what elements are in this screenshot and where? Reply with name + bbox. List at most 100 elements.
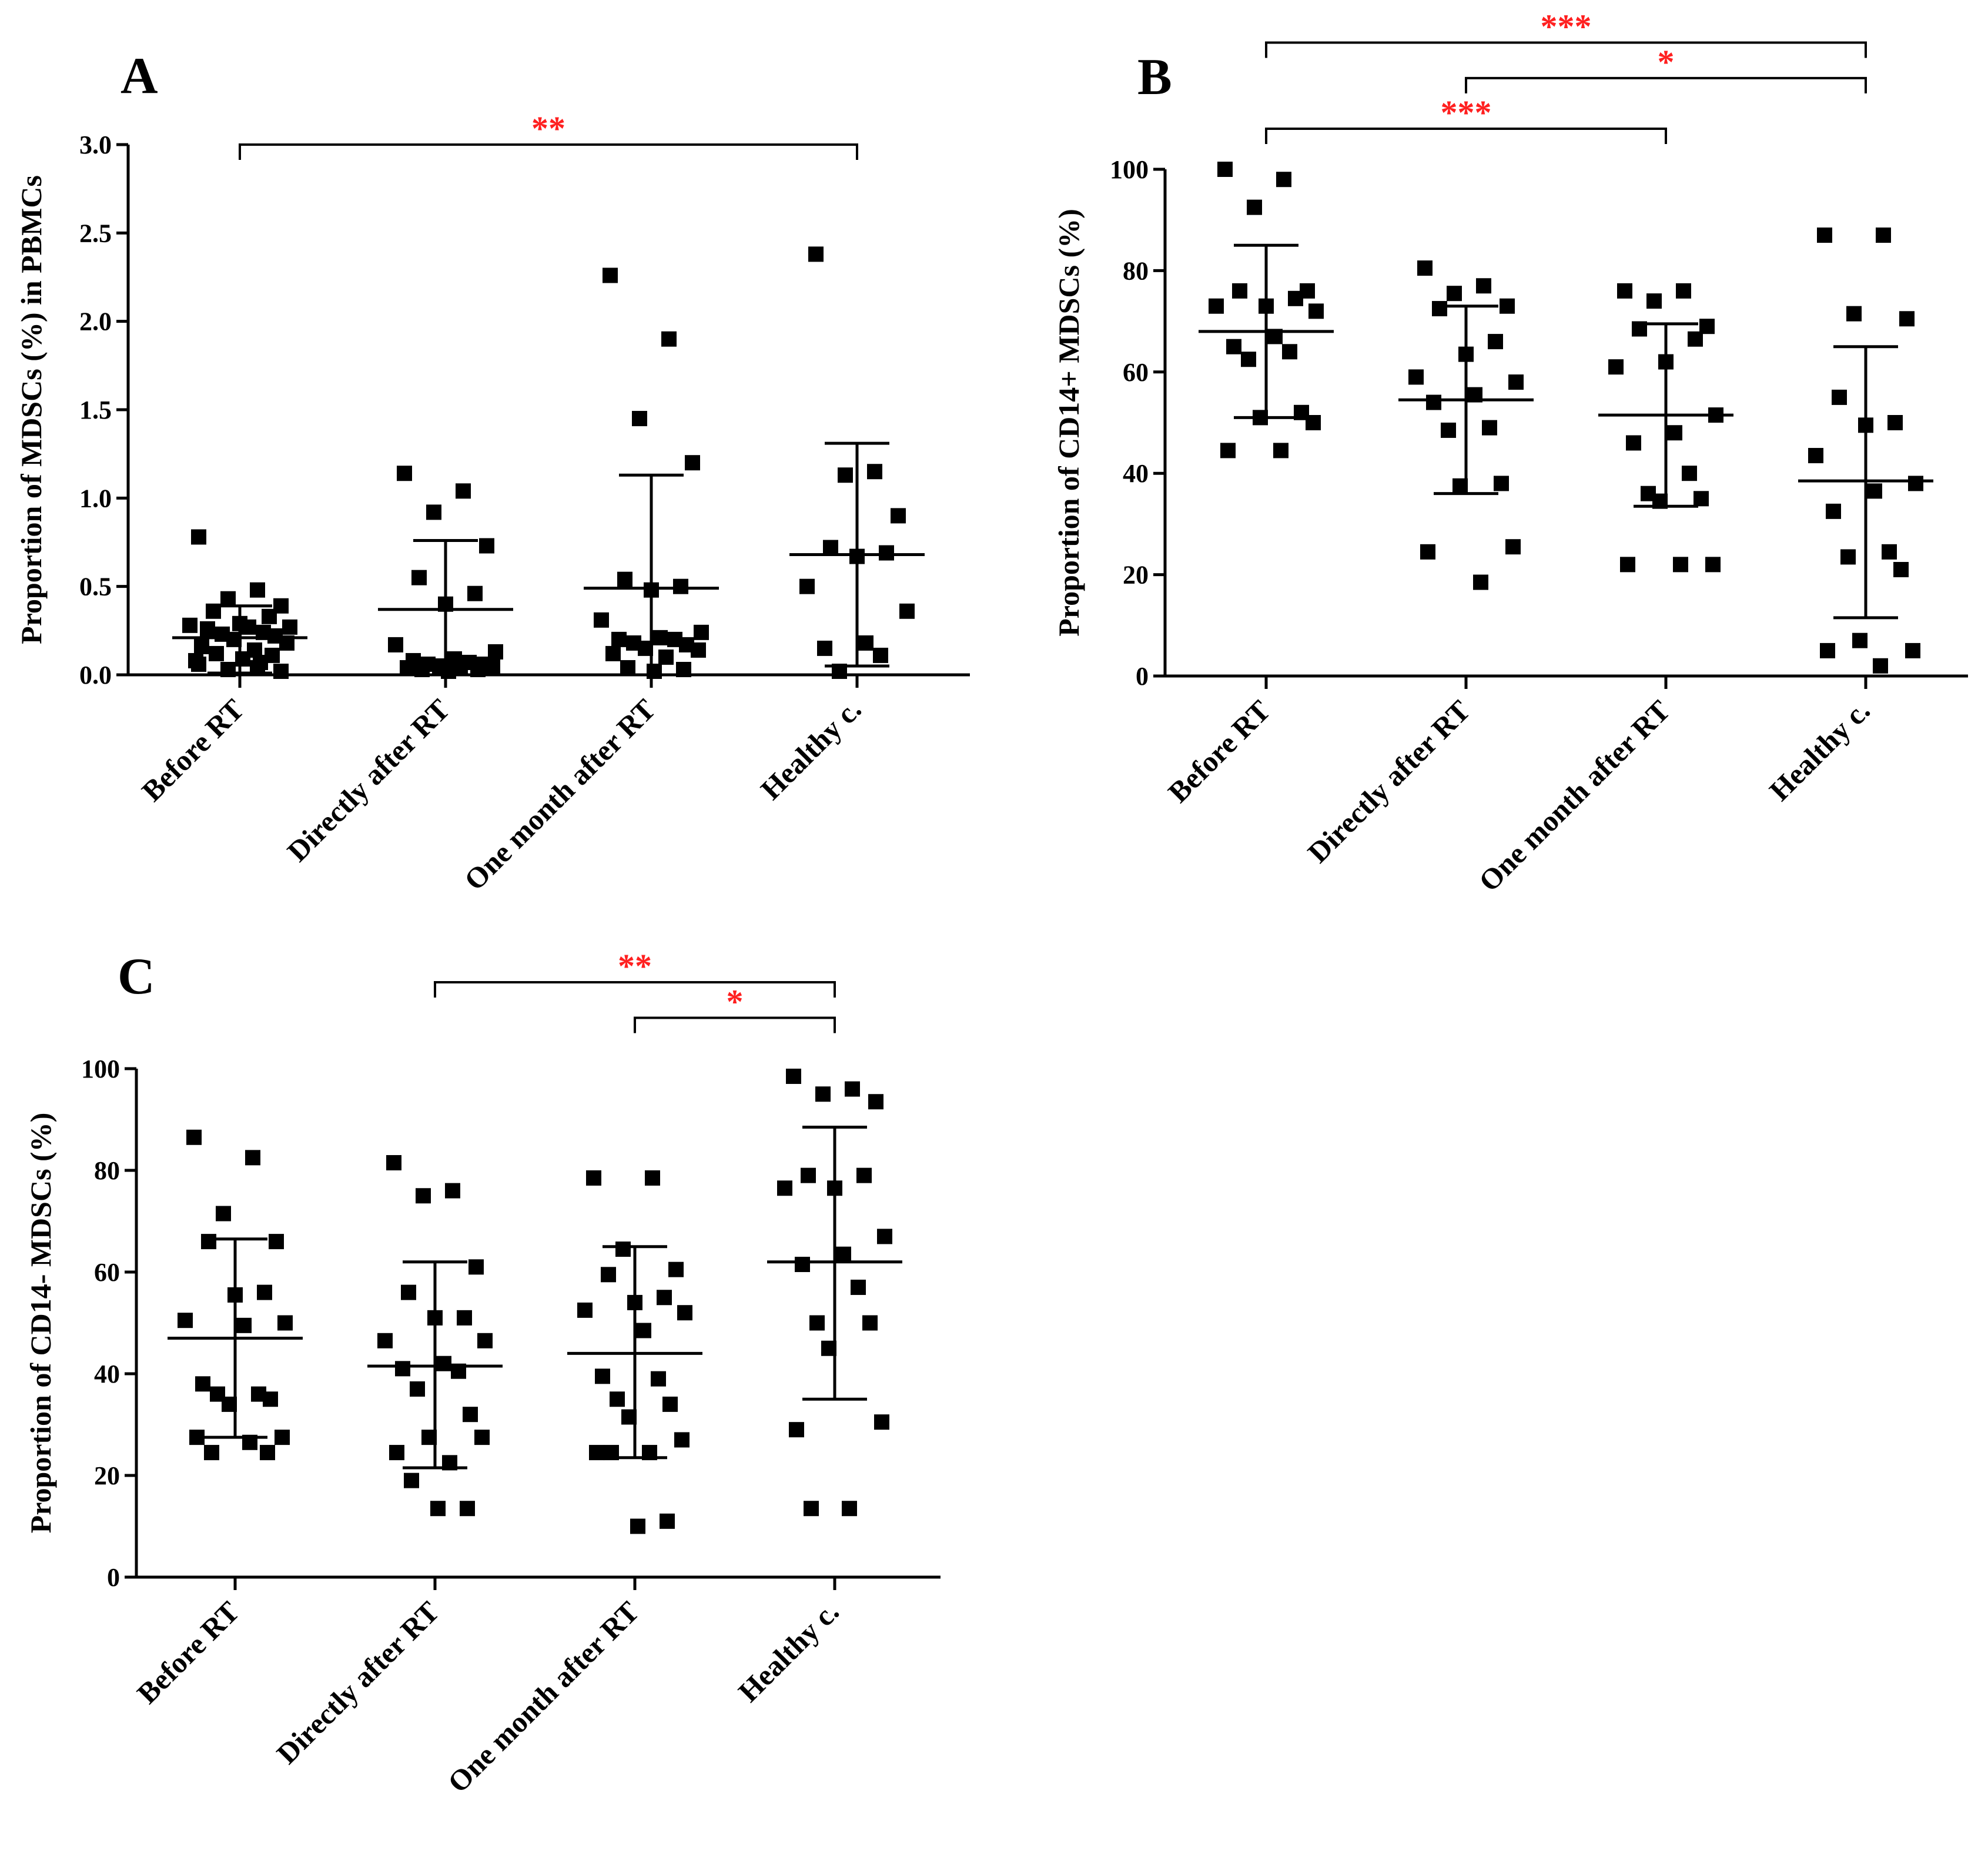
data-point	[674, 1432, 690, 1448]
category-label: Before RT	[130, 1595, 246, 1710]
data-point	[411, 570, 427, 585]
data-point	[245, 1150, 260, 1166]
data-point	[457, 1310, 472, 1326]
data-point	[250, 582, 265, 598]
data-point	[617, 571, 632, 587]
data-point	[1646, 293, 1662, 309]
y-tick-label: 80	[1123, 256, 1149, 285]
data-point	[467, 585, 483, 601]
data-point	[817, 640, 832, 656]
category-label: One month after RT	[458, 692, 662, 896]
data-point	[189, 1430, 205, 1445]
data-point	[620, 660, 635, 675]
data-point	[691, 642, 706, 658]
data-point	[191, 656, 206, 672]
category-label: Healthy c.	[732, 1595, 845, 1708]
data-point	[386, 1155, 401, 1171]
data-point	[1441, 422, 1456, 438]
data-point	[201, 1234, 216, 1250]
data-point	[485, 658, 500, 674]
data-point	[377, 1333, 393, 1348]
data-point	[662, 1396, 678, 1412]
data-point	[395, 1361, 410, 1377]
data-point	[851, 1279, 866, 1295]
series-group	[767, 1068, 902, 1517]
data-point	[636, 1323, 651, 1338]
panel-letter: A	[121, 48, 158, 105]
data-point	[874, 1414, 889, 1430]
data-point	[1217, 162, 1233, 177]
data-point	[1620, 557, 1635, 573]
data-point	[815, 1086, 831, 1102]
data-point	[1852, 632, 1867, 648]
data-point	[1876, 227, 1891, 243]
data-point	[388, 637, 403, 652]
significance-bracket	[1265, 128, 1667, 145]
data-point	[661, 331, 677, 347]
data-point	[1705, 557, 1721, 573]
data-point	[1273, 443, 1288, 459]
data-point	[879, 545, 894, 561]
significance-label: *	[727, 983, 744, 1021]
data-point	[652, 630, 668, 645]
data-point	[603, 267, 618, 283]
y-tick-label: 20	[94, 1461, 120, 1490]
data-point	[186, 1129, 202, 1145]
y-tick-label: 0	[107, 1563, 120, 1592]
data-point	[1817, 227, 1832, 243]
data-point	[479, 538, 494, 554]
y-tick-label: 60	[1123, 358, 1149, 387]
data-point	[1608, 359, 1624, 375]
y-tick-label: 0	[1136, 662, 1149, 691]
y-tick-label: 0.0	[79, 661, 112, 690]
category-label: Before RT	[135, 692, 250, 808]
data-point	[216, 1206, 231, 1222]
data-point	[1826, 503, 1841, 519]
y-tick-label: 3.0	[79, 130, 112, 159]
data-point	[615, 1241, 631, 1257]
data-point	[632, 411, 647, 427]
data-point	[263, 1391, 278, 1407]
data-point	[799, 578, 815, 594]
data-point	[1432, 301, 1447, 317]
data-point	[488, 644, 503, 660]
series-group	[584, 267, 719, 679]
series-group	[1199, 162, 1334, 459]
data-point	[463, 1407, 478, 1423]
data-point	[1673, 557, 1688, 573]
y-tick-label: 40	[1123, 459, 1149, 488]
significance-bracket	[239, 143, 858, 160]
data-point	[809, 1315, 825, 1331]
data-point	[194, 638, 209, 654]
data-point	[1846, 306, 1862, 322]
data-point	[273, 663, 289, 679]
data-point	[1887, 415, 1903, 430]
data-point	[1873, 658, 1888, 674]
data-point	[1488, 334, 1503, 350]
y-tick-label: 2.0	[79, 307, 112, 336]
data-point	[241, 619, 256, 635]
significance-label: **	[618, 947, 652, 985]
data-point	[899, 603, 915, 619]
data-point	[1905, 642, 1920, 658]
data-point	[868, 1094, 883, 1110]
series-group	[367, 1155, 503, 1517]
data-point	[1508, 374, 1524, 390]
data-point	[611, 631, 627, 647]
data-point	[1232, 283, 1247, 299]
category-label: One month after RT	[441, 1595, 645, 1799]
data-point	[668, 1261, 684, 1277]
data-point	[1276, 172, 1291, 188]
series-group	[378, 466, 513, 679]
data-point	[877, 1229, 892, 1244]
significance-bracket	[1465, 76, 1867, 93]
data-point	[195, 1376, 210, 1392]
data-point	[838, 467, 853, 483]
data-point	[401, 1284, 416, 1300]
data-point	[269, 1234, 284, 1250]
data-point	[657, 1290, 672, 1306]
data-point	[200, 621, 215, 637]
y-tick-label: 1.0	[79, 484, 112, 513]
data-point	[416, 1188, 431, 1204]
